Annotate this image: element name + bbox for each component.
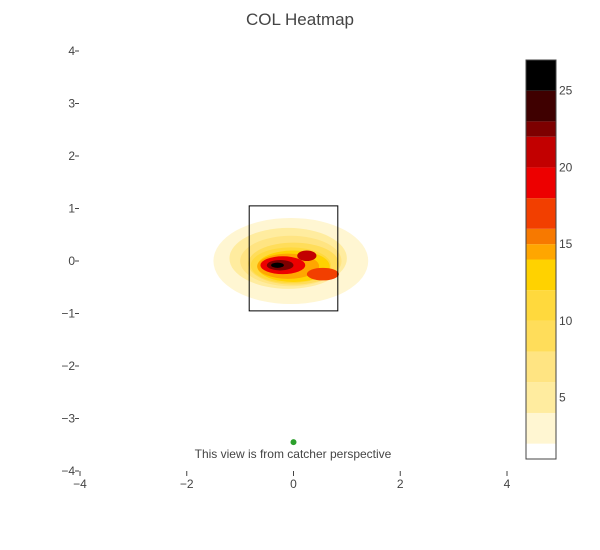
y-axis: 4 3 2 1 0 −1 −2 −3 −4	[61, 44, 79, 478]
chart-title: COL Heatmap	[246, 10, 354, 29]
colorbar-tick-label: 10	[559, 314, 573, 328]
x-tick-label: −2	[180, 477, 194, 491]
colorbar: 5 10 15 20 25	[525, 59, 573, 460]
y-tick-label: −3	[61, 412, 75, 426]
y-tick-label: 3	[68, 97, 75, 111]
colorbar-bin-9	[526, 228, 556, 245]
colorbar-bin-1	[526, 443, 556, 459]
colorbar-tick-label: 25	[559, 84, 573, 98]
colorbar-bin-15	[526, 60, 556, 91]
x-tick-label: 0	[290, 477, 297, 491]
y-tick-label: 0	[68, 254, 75, 268]
home-plate-marker	[290, 439, 297, 446]
colorbar-bin-3	[526, 382, 556, 413]
colorbar-bin-8	[526, 244, 556, 260]
y-tick-label: −4	[61, 464, 75, 478]
colorbar-bin-13	[526, 121, 556, 137]
colorbar-tick-label: 20	[559, 160, 573, 174]
y-tick-label: −1	[61, 307, 75, 321]
colorbar-tick-label: 5	[559, 391, 566, 405]
colorbar-bin-12	[526, 136, 556, 168]
y-tick-label: 1	[68, 202, 75, 216]
colorbar-bin-10	[526, 198, 556, 229]
colorbar-bin-11	[526, 167, 556, 199]
y-tick-label: 2	[68, 149, 75, 163]
colorbar-bin-14	[526, 90, 556, 122]
colorbar-bin-6	[526, 290, 556, 321]
colorbar-bin-4	[526, 351, 556, 383]
perspective-annotation: This view is from catcher perspective	[195, 447, 392, 461]
colorbar-bin-2	[526, 412, 556, 444]
colorbar-bin-7	[526, 259, 556, 291]
heat-contour-10	[306, 267, 339, 281]
heat-contour-12	[297, 250, 317, 261]
heat-contour-14	[271, 262, 284, 268]
colorbar-outline	[525, 59, 557, 460]
x-tick-label: 2	[397, 477, 404, 491]
y-tick-label: −2	[61, 359, 75, 373]
heatmap-plot-area	[205, 205, 377, 446]
x-axis: −4 −2 0 2 4	[73, 471, 511, 491]
colorbar-bin-5	[526, 320, 556, 352]
x-tick-label: −4	[73, 477, 87, 491]
y-tick-label: 4	[68, 44, 75, 58]
colorbar-tick-label: 15	[559, 237, 573, 251]
x-tick-label: 4	[504, 477, 511, 491]
strike-zone	[248, 205, 339, 312]
